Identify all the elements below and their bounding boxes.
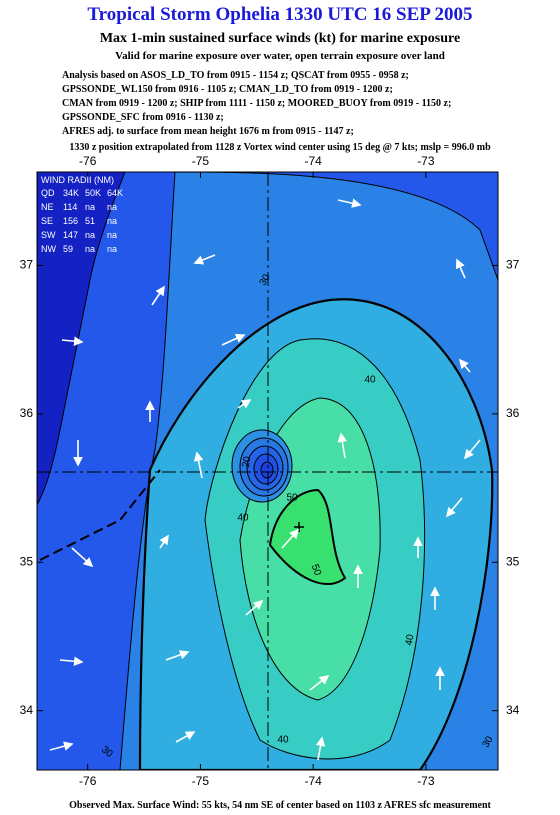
wind-radii-title: WIND RADII (NM) [41,175,114,185]
contour-label: 40 [364,375,376,386]
wind-radii-cell: QD [41,188,55,198]
wind-arrow [221,333,246,346]
wind-arrow [337,432,348,459]
wind-arrow [49,741,74,751]
contour-label: 20 [241,455,254,468]
frame [36,171,499,771]
lat-label: 36 [506,406,520,420]
wind-arrow [159,534,169,549]
lon-label: -76 [79,154,97,168]
wind-vectors [49,198,481,761]
wind-arrow [337,198,362,208]
wind-arrow [59,656,84,667]
wind-radii-cell: 50K [85,188,101,198]
lat-label: 37 [20,258,34,272]
contour-label: 50 [309,563,323,578]
wind-radii-cell: SW [41,230,56,240]
lat-label: 34 [20,703,34,717]
contour-label: 40 [404,633,417,646]
analysis-line: GPSSONDE_WL150 from 0916 - 1105 z; CMAN_… [62,84,393,95]
wind-radii-cell: SE [41,216,53,226]
lat-label: 35 [506,554,520,568]
wind-radii-cell: na [85,202,95,212]
contour-label: 30 [481,734,496,750]
wind-radii-cell: NE [41,202,54,212]
lon-label: -76 [79,774,97,788]
contour-label: 50 [286,493,298,504]
wind-radii-cell: NW [41,244,56,254]
lat-label: 36 [20,406,34,420]
wind-arrow [245,599,264,616]
wind-radii-cell: na [107,216,117,226]
wind-arrow [165,650,190,661]
wind-arrow [237,399,252,409]
wind-arrow [309,675,330,691]
wind-radii-cell: 156 [63,216,78,226]
contour-label: 40 [237,513,249,524]
lon-label: -73 [417,154,435,168]
wind-arrow [281,528,300,549]
wind-arrow [455,258,466,279]
wind-radii-cell: 34K [63,188,79,198]
wind-arrow [463,439,481,460]
lat-label: 34 [506,703,520,717]
wind-radii-cell: na [107,230,117,240]
lat-label: 35 [20,554,34,568]
wind-arrow [193,451,204,479]
contour-label: 40 [277,735,289,746]
map-fill [37,172,498,770]
wind-arrow [193,254,216,265]
contour-label: 30 [258,272,273,288]
wind-arrow [315,736,326,761]
contour [260,461,274,479]
wind-radii-cell: 114 [63,202,77,212]
position-note: 1330 z position extrapolated from 1128 z… [69,142,491,153]
lon-label: -75 [192,774,210,788]
lon-label: -73 [417,774,435,788]
analysis-line: CMAN from 0919 - 1200 z; SHIP from 1111 … [62,98,451,109]
note: Valid for marine exposure over water, op… [115,50,445,62]
analysis-line: Analysis based on ASOS_LD_TO from 0915 -… [62,70,409,81]
wind-arrow [71,547,94,568]
wind-arrow [61,336,84,346]
wind-radii-cell: 59 [63,244,73,254]
lon-label: -74 [304,774,322,788]
subtitle: Max 1-min sustained surface winds (kt) f… [100,31,460,46]
wind-arrow [175,731,196,743]
labels: -76 -76 -75 -75 -74 -74 -73 -73 34 34 35 35 36 36 37 37… [20,154,520,788]
wind-radii-cell: na [85,244,95,254]
contour [268,488,347,586]
title: Tropical Storm Ophelia 1330 UTC 16 SEP 2… [87,4,472,25]
lat-label: 37 [506,258,520,272]
wind-arrow [151,285,165,306]
wind-radii-cell: 147 [63,230,78,240]
wind-radii-cell: na [107,244,117,254]
analysis-line: AFRES adj. to surface from mean height 1… [62,126,354,137]
wind-radii-cell: 64K [107,188,123,198]
wind-radii-cell: na [85,230,95,240]
wind-radii-cell: 51 [85,216,95,226]
wind-arrow [445,497,463,518]
wind-arrow [458,358,471,373]
wind-radii-cell: na [107,202,117,212]
lon-label: -74 [304,154,322,168]
analysis-line: GPSSONDE_SFC from 0916 - 1130 z; [62,112,224,123]
lon-label: -75 [192,154,210,168]
footer: Observed Max. Surface Wind: 55 kts, 54 n… [69,800,491,811]
